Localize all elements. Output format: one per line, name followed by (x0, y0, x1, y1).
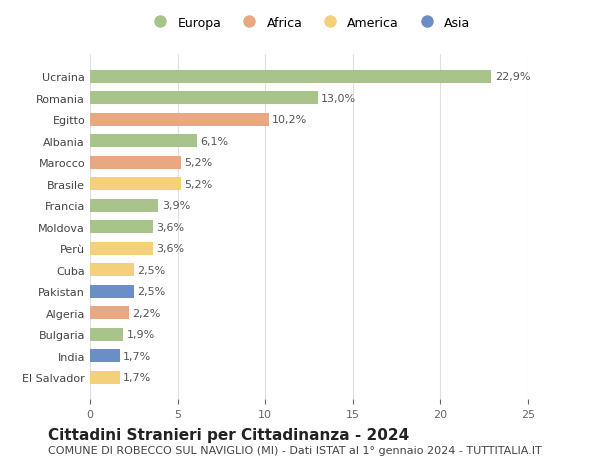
Text: 5,2%: 5,2% (185, 179, 213, 189)
Bar (90, 71, 491, 84)
Bar (90, 263, 134, 276)
Text: 10,2%: 10,2% (272, 115, 307, 125)
Bar (90, 328, 123, 341)
Text: Cittadini Stranieri per Cittadinanza - 2024: Cittadini Stranieri per Cittadinanza - 2… (48, 427, 409, 442)
Bar (90, 307, 128, 319)
Bar (90, 135, 197, 148)
Text: 22,9%: 22,9% (495, 72, 530, 82)
Text: 2,5%: 2,5% (137, 286, 166, 297)
Bar (90, 221, 153, 234)
Text: 1,7%: 1,7% (123, 372, 152, 382)
Text: 2,2%: 2,2% (132, 308, 160, 318)
Text: 13,0%: 13,0% (321, 94, 356, 104)
Bar (90, 113, 269, 127)
Bar (90, 349, 120, 362)
Text: COMUNE DI ROBECCO SUL NAVIGLIO (MI) - Dati ISTAT al 1° gennaio 2024 - TUTTITALIA: COMUNE DI ROBECCO SUL NAVIGLIO (MI) - Da… (48, 445, 542, 455)
Text: 3,9%: 3,9% (162, 201, 190, 211)
Bar (90, 157, 181, 169)
Text: 1,7%: 1,7% (123, 351, 152, 361)
Bar (90, 242, 153, 255)
Text: 3,6%: 3,6% (157, 244, 185, 254)
Text: 2,5%: 2,5% (137, 265, 166, 275)
Text: 6,1%: 6,1% (200, 136, 229, 146)
Text: 1,9%: 1,9% (127, 330, 155, 339)
Bar (90, 178, 181, 191)
Bar (90, 92, 318, 105)
Text: 3,6%: 3,6% (157, 222, 185, 232)
Bar (90, 199, 158, 212)
Bar (90, 285, 134, 298)
Text: 5,2%: 5,2% (185, 158, 213, 168)
Legend: Europa, Africa, America, Asia: Europa, Africa, America, Asia (148, 17, 470, 29)
Bar (90, 371, 120, 384)
